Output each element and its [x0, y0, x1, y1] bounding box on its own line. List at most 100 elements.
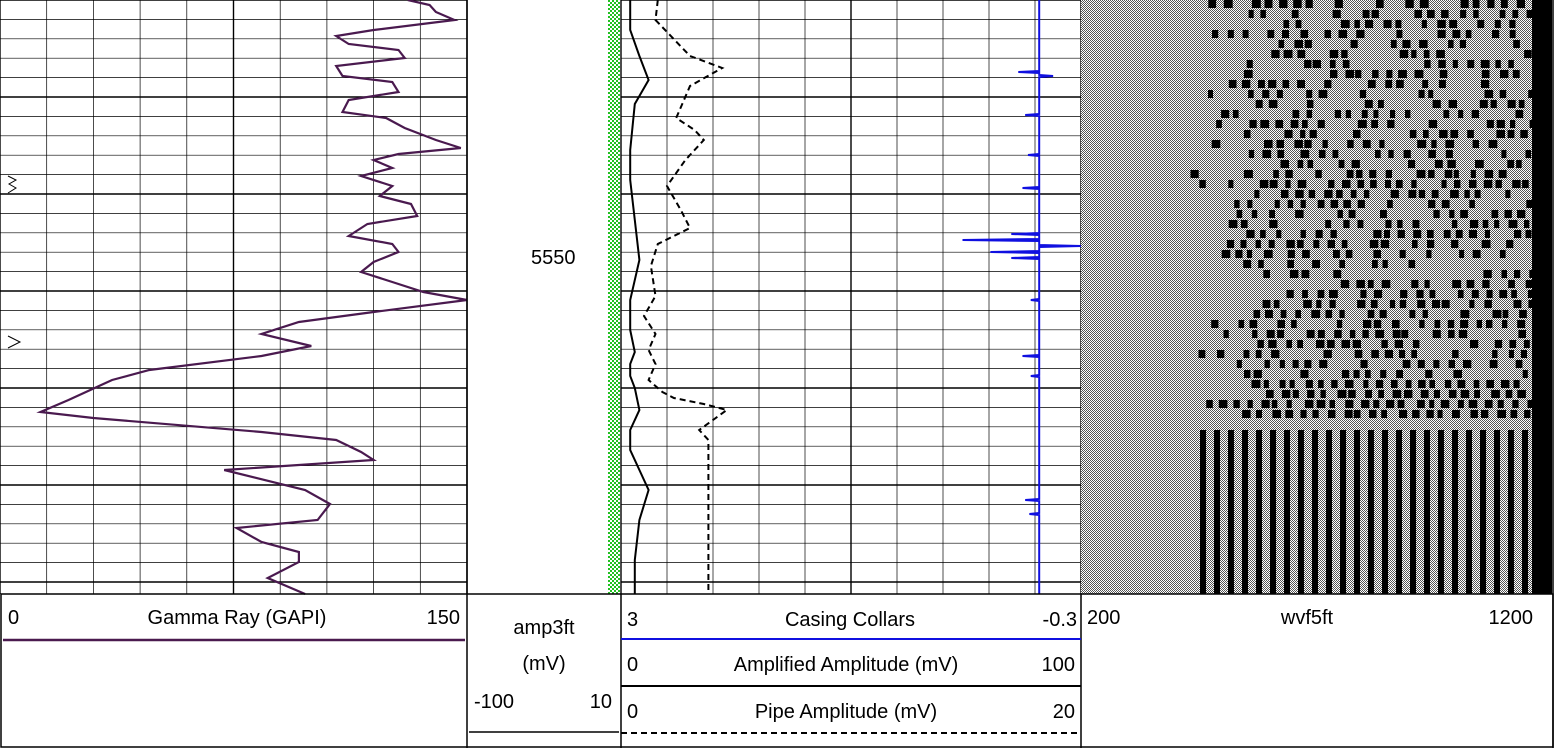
waveform-stripe	[1345, 110, 1351, 118]
waveform-stripe	[1286, 290, 1294, 298]
waveform-stripe	[1287, 260, 1294, 268]
waveform-stripe	[1242, 430, 1248, 594]
waveform-stripe	[1429, 400, 1435, 408]
waveform-stripe	[1451, 240, 1459, 248]
waveform-stripe	[1429, 290, 1436, 298]
waveform-stripe	[1294, 40, 1303, 48]
amplified-min-label: 0	[627, 654, 638, 676]
waveform-stripe	[1228, 430, 1234, 594]
waveform-stripe	[1413, 230, 1422, 238]
waveform-stripe	[1483, 270, 1492, 278]
waveform-stripe	[1357, 200, 1365, 208]
waveform-stripe	[1306, 110, 1313, 118]
waveform-stripe	[1441, 10, 1449, 18]
waveform-stripe	[1332, 150, 1339, 158]
waveform-stripe	[1385, 220, 1392, 228]
waveform-stripe	[1336, 320, 1343, 328]
waveform-stripe	[1333, 270, 1342, 278]
gamma-min-label: 0	[8, 607, 19, 629]
waveform-stripe	[1271, 50, 1280, 58]
waveform-stripe	[1275, 120, 1284, 128]
waveform-stripe	[1273, 300, 1280, 308]
waveform-stripe	[1481, 80, 1490, 88]
waveform-stripe	[1345, 400, 1354, 408]
waveform-stripe	[1460, 10, 1467, 18]
waveform-stripe	[1499, 250, 1506, 258]
waveform-stripe	[1283, 20, 1290, 28]
waveform-stripe	[1365, 20, 1374, 28]
waveform-stripe	[1332, 10, 1341, 18]
amplified-amplitude-curve	[629, 0, 650, 594]
waveform-stripe	[1329, 50, 1339, 58]
waveform-stripe	[1367, 280, 1374, 288]
waveform-stripe	[1491, 390, 1500, 398]
waveform-stripe	[1304, 400, 1314, 408]
waveform-stripe	[1255, 350, 1262, 358]
waveform-stripe	[1492, 30, 1500, 38]
waveform-stripe	[1397, 230, 1405, 238]
waveform-stripe	[1371, 350, 1379, 358]
waveform-stripe	[1361, 400, 1370, 408]
waveform-stripe	[1235, 250, 1243, 258]
waveform-stripe	[1297, 50, 1306, 58]
waveform-stripe	[1364, 100, 1373, 108]
waveform-stripe	[1431, 190, 1439, 198]
amp3ft-unit: (mV)	[522, 653, 565, 675]
waveform-stripe	[1356, 280, 1365, 288]
amplified-title: Amplified Amplitude (mV)	[734, 654, 959, 676]
waveform-stripe	[1308, 190, 1316, 198]
waveform-stripe	[1319, 360, 1328, 368]
waveform-stripe	[1423, 50, 1430, 58]
waveform-stripe	[1397, 220, 1403, 228]
waveform-stripe	[1357, 220, 1364, 228]
waveform-stripe	[1305, 0, 1313, 8]
waveform-stripe	[1277, 150, 1285, 158]
waveform-stripe	[1496, 120, 1505, 128]
waveform-stripe	[1268, 80, 1277, 88]
waveform-stripe	[1411, 350, 1417, 358]
legend-area: 0 Gamma Ray (GAPI) 150 amp3ft (mV) -100 …	[0, 593, 1554, 748]
waveform-stripe	[1515, 360, 1523, 368]
waveform-stripe	[1271, 350, 1280, 358]
waveform-stripe	[1518, 330, 1526, 338]
waveform-stripe	[1466, 280, 1475, 288]
left-edge-marker	[7, 335, 22, 349]
waveform-stripe	[1260, 120, 1270, 128]
waveform-stripe	[1385, 180, 1391, 188]
waveform-stripe	[1350, 40, 1358, 48]
waveform-stripe	[1375, 330, 1385, 338]
waveform-stripe	[1369, 240, 1379, 248]
waveform-stripe	[1460, 0, 1469, 8]
waveform-stripe	[1338, 30, 1348, 38]
waveform-stripe	[1524, 410, 1531, 418]
waveform-stripe	[1448, 330, 1455, 338]
waveform-stripe	[1375, 150, 1381, 158]
waveform-stripe	[1286, 240, 1295, 248]
waveform-stripe	[1527, 290, 1536, 298]
waveform-stripe	[1264, 140, 1273, 148]
waveform-stripe	[1448, 100, 1457, 108]
waveform-stripe	[1423, 130, 1429, 138]
waveform-stripe	[1420, 390, 1429, 398]
waveform-stripe	[1471, 110, 1479, 118]
waveform-stripe	[1476, 320, 1482, 328]
left-edge-marker	[7, 175, 18, 194]
waveform-stripe	[1510, 410, 1518, 418]
wvf-legend: 200 wvf5ft 1200	[1087, 607, 1533, 629]
waveform-stripe	[1249, 120, 1257, 128]
waveform-stripe	[1454, 180, 1461, 188]
waveform-stripe	[1252, 330, 1258, 338]
pipe-legend: 0 Pipe Amplitude (mV) 20	[621, 701, 1081, 734]
waveform-stripe	[1426, 410, 1434, 418]
waveform-stripe	[1227, 30, 1234, 38]
waveform-stripe	[1452, 60, 1458, 68]
waveform-stripe	[1343, 200, 1351, 208]
waveform-stripe	[1365, 390, 1372, 398]
waveform-stripe	[1398, 70, 1407, 78]
waveform-stripe	[1424, 60, 1431, 68]
waveform-stripe	[1484, 400, 1493, 408]
waveform-stripe	[1318, 380, 1324, 388]
waveform-stripe	[1246, 60, 1253, 68]
waveform-stripe	[1392, 320, 1400, 328]
waveform-stripe	[1344, 380, 1354, 388]
